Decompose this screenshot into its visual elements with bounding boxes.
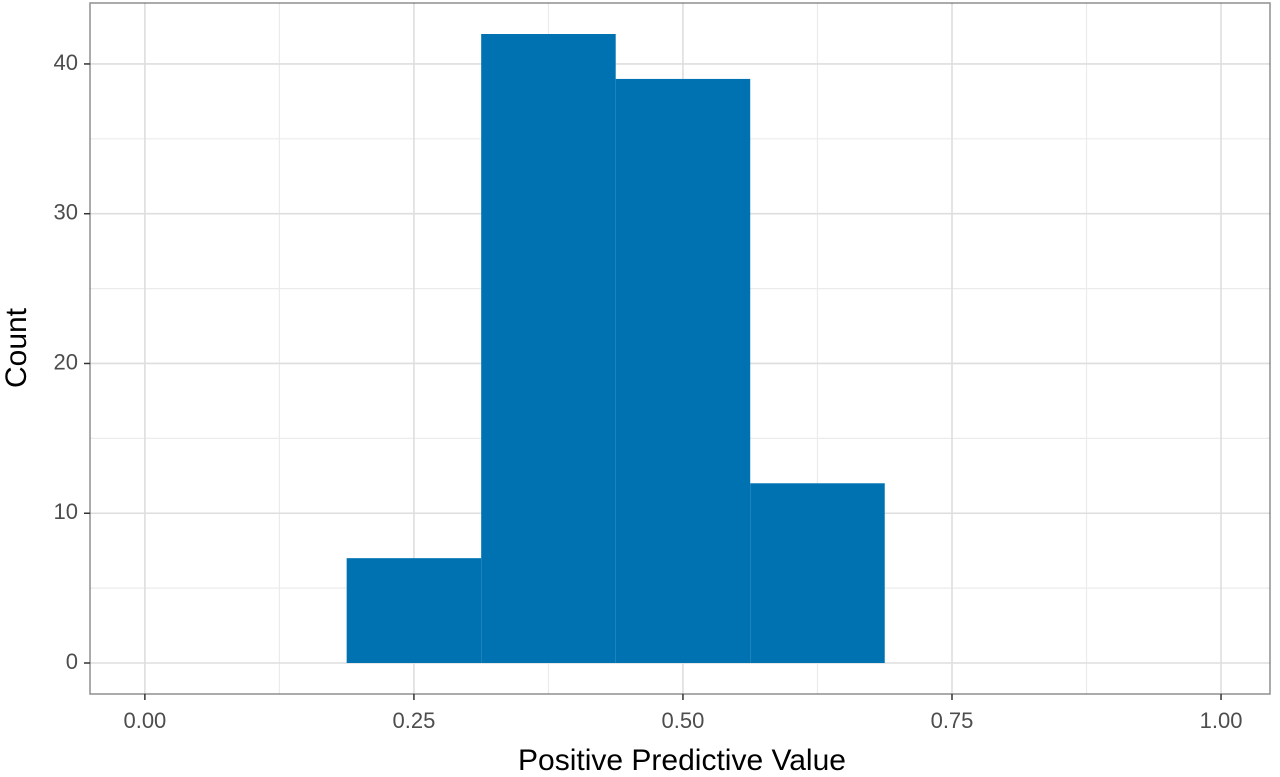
x-axis-title: Positive Predictive Value (518, 744, 846, 777)
x-tick-label: 0.75 (931, 708, 974, 733)
bar (346, 558, 482, 663)
y-tick-label: 40 (54, 50, 78, 75)
y-axis-title: Count (0, 307, 33, 388)
y-tick-label: 20 (54, 349, 78, 374)
y-tick-label: 0 (66, 649, 78, 674)
bar (481, 34, 616, 663)
x-tick-label: 0.25 (393, 708, 436, 733)
bar (750, 483, 885, 663)
bar (615, 78, 751, 663)
panel-border (89, 2, 1271, 695)
x-tick-label: 1.00 (1200, 708, 1243, 733)
y-tick-label: 10 (54, 499, 78, 524)
x-tick-label: 0.00 (123, 708, 166, 733)
x-tick-label: 0.50 (662, 708, 705, 733)
y-tick-label: 30 (54, 200, 78, 225)
